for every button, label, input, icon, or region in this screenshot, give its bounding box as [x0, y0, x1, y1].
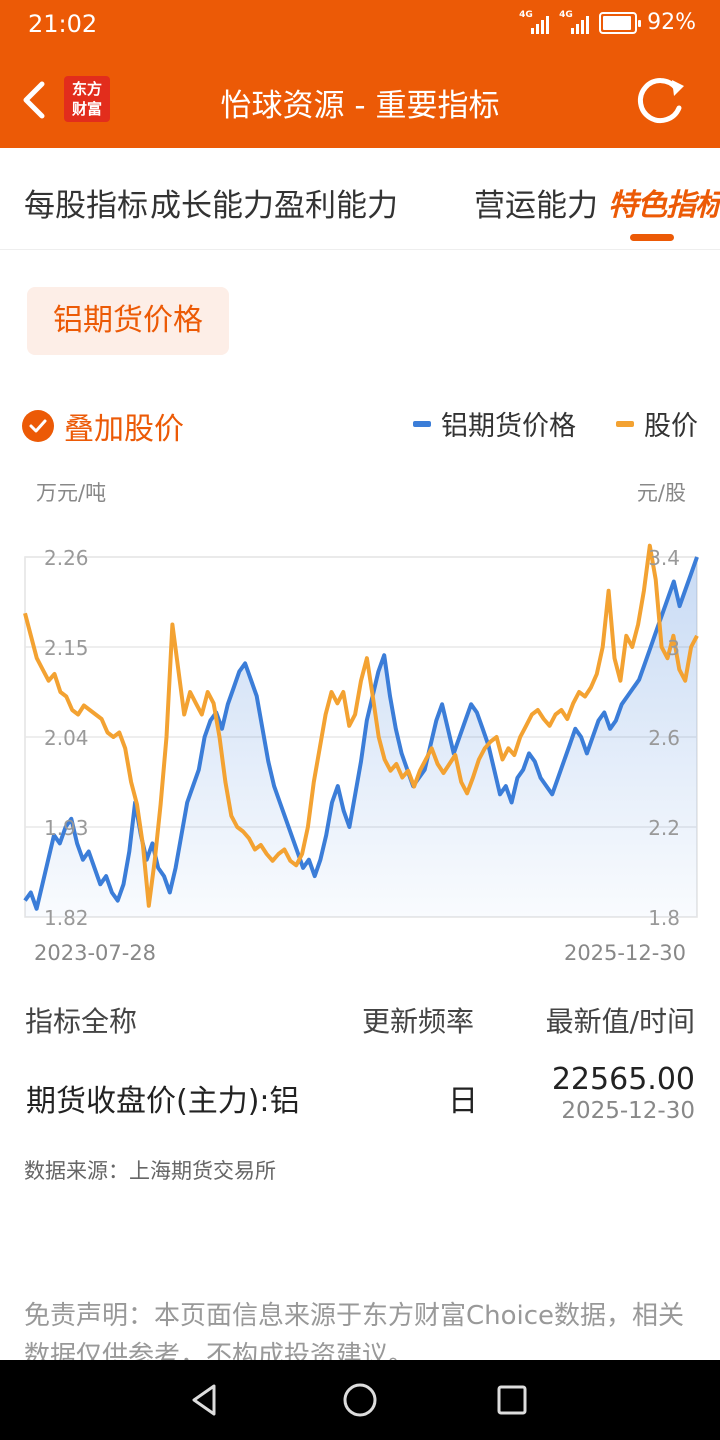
right-tick-label: 1.8: [648, 906, 680, 930]
header-update-frequency: 更新频率: [362, 1005, 475, 1038]
page-title: 怡球资源 - 重要指标: [220, 88, 500, 124]
tab-special[interactable]: 特色指标: [608, 188, 720, 223]
right-axis-unit: 元/股: [636, 481, 686, 505]
left-tick-label: 2.15: [44, 636, 89, 660]
left-tick-label: 2.26: [44, 546, 89, 570]
right-tick-label: 2.2: [648, 816, 680, 840]
left-tick-label: 1.93: [44, 816, 89, 840]
latest-value: 22565.00: [551, 1062, 695, 1097]
signal-icon: 4G: [559, 9, 590, 34]
battery-icon: [599, 11, 642, 34]
left-tick-label: 2.04: [44, 726, 89, 750]
nav-home-icon[interactable]: [340, 1380, 380, 1420]
header-latest-value: 最新值/时间: [545, 1005, 695, 1038]
x-axis-end-date: 2025-12-30: [563, 941, 686, 965]
checkmark-icon: [22, 410, 54, 442]
tab-per-share[interactable]: 每股指标: [24, 188, 148, 224]
header-indicator-name: 指标全称: [25, 1005, 138, 1038]
status-bar: 21:02 4G 4G 92%: [0, 0, 720, 50]
chart-legend: 铝期货价格 股价: [413, 404, 698, 443]
overlay-stock-price-toggle[interactable]: 叠加股价: [22, 404, 184, 448]
active-tab-indicator: [630, 234, 674, 241]
legend-label: 股价: [644, 411, 698, 442]
series-line-stock: [23, 543, 699, 908]
line-chart[interactable]: 2.26 3.4 2.15 3 2.04 2.6 1.93 2.2 1.82 1.8: [0, 530, 720, 950]
left-tick-label: 1.82: [44, 906, 89, 930]
tab-profitability[interactable]: 盈利能力: [274, 188, 398, 224]
indicator-name: 期货收盘价(主力):铝: [26, 1084, 300, 1119]
legend-swatch: [413, 420, 431, 427]
data-source: 数据来源：上海期货交易所: [24, 1159, 276, 1183]
back-arrow-icon[interactable]: [16, 78, 56, 122]
status-time: 21:02: [28, 10, 98, 38]
signal-icon: 4G: [519, 9, 550, 34]
legend-item-futures: 铝期货价格: [413, 404, 576, 443]
right-tick-label: 3.4: [648, 546, 680, 570]
legend-swatch: [616, 420, 634, 427]
status-icons: 4G 4G 92%: [519, 9, 696, 36]
series-area-futures: [25, 557, 697, 917]
nav-recents-icon[interactable]: [492, 1380, 532, 1420]
nav-back-icon[interactable]: [186, 1380, 226, 1420]
aluminum-futures-chip[interactable]: 铝期货价格: [27, 287, 229, 355]
latest-date: 2025-12-30: [561, 1098, 695, 1124]
left-axis-unit: 万元/吨: [36, 481, 107, 505]
overlay-label: 叠加股价: [64, 412, 184, 447]
indicator-tabs: 每股指标 成长能力 盈利能力 营运能力 特色指标: [0, 148, 720, 250]
refresh-icon[interactable]: [632, 74, 688, 126]
update-frequency: 日: [448, 1084, 478, 1119]
app-header: 21:02 4G 4G 92% 东方 财富 怡球资源 - 重要指标: [0, 0, 720, 148]
right-tick-label: 3: [667, 636, 680, 660]
right-tick-label: 2.6: [648, 726, 680, 750]
battery-percent: 92%: [647, 10, 696, 35]
tab-operation[interactable]: 营运能力: [474, 188, 598, 224]
network-type-label: 4G: [559, 9, 573, 20]
network-type-label: 4G: [519, 9, 533, 20]
x-axis-start-date: 2023-07-28: [34, 941, 157, 965]
tab-growth[interactable]: 成长能力: [150, 188, 274, 224]
legend-label: 铝期货价格: [441, 411, 576, 442]
system-nav-bar: [0, 1360, 720, 1440]
eastmoney-logo: 东方 财富: [64, 76, 110, 122]
legend-item-stock: 股价: [616, 404, 698, 443]
